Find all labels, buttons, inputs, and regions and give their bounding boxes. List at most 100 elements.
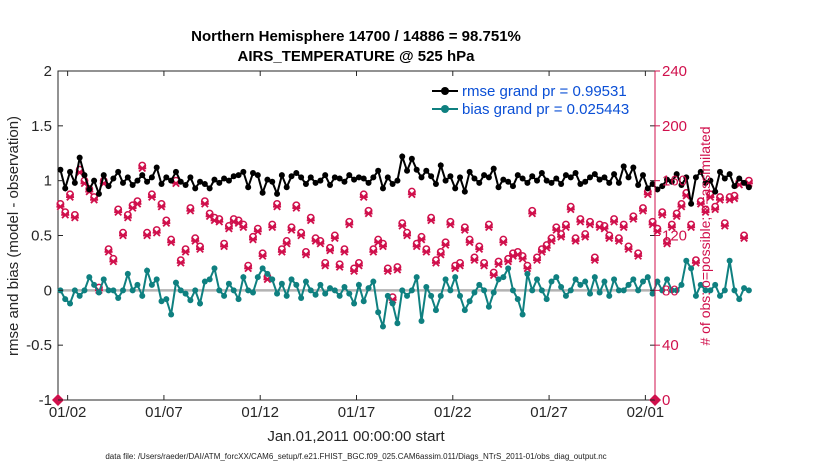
rmse-point [514, 172, 521, 179]
bias-point [615, 287, 622, 294]
bias-point [639, 278, 646, 285]
obs-assimilated-marker [711, 205, 720, 214]
obs-assimilated-marker [369, 248, 378, 256]
rmse-point [230, 173, 237, 180]
rmse-point [490, 165, 497, 172]
rmse-point [529, 173, 536, 180]
rmse-point [360, 175, 367, 182]
y-tick-label-right: 160 [662, 173, 687, 190]
bias-point [692, 292, 699, 299]
rmse-point [293, 169, 300, 176]
obs-assimilated-marker [499, 238, 508, 247]
rmse-point [86, 186, 93, 193]
obs-assimilated-marker [552, 226, 561, 234]
bias-point [115, 295, 122, 302]
bias-point [447, 287, 454, 294]
bias-point [664, 276, 671, 283]
rmse-point [269, 178, 276, 185]
bias-point [346, 290, 353, 297]
bias-point [606, 292, 613, 299]
rmse-point [562, 172, 569, 179]
axis-layer: -1 -0.5 0 0.5 1 1.5 2 0 40 80 120 160 200 240 01/02 01/… [26, 63, 687, 421]
rmse-point [95, 190, 102, 197]
bias-point [404, 292, 411, 299]
bias-point [91, 281, 98, 288]
rmse-point [500, 176, 507, 183]
bias-point [245, 287, 252, 294]
bias-point [534, 276, 541, 283]
bias-point [519, 311, 526, 318]
bias-point [476, 281, 483, 288]
bias-point [192, 287, 199, 294]
obs-assimilated-marker [528, 209, 537, 218]
legend-bias-label: bias grand pr = 0.025443 [462, 101, 629, 118]
rmse-point [201, 180, 208, 187]
obs-assimilated-marker [691, 259, 700, 267]
obs-assimilated-marker [436, 250, 445, 259]
x-axis-label: Jan.01,2011 00:00:00 start [267, 428, 445, 445]
bias-point [452, 274, 459, 281]
rmse-point [355, 174, 362, 181]
bias-point [509, 287, 516, 294]
bias-point [283, 292, 290, 299]
rmse-point [712, 188, 719, 195]
rmse-point [678, 182, 685, 189]
bias-point [288, 276, 295, 283]
rmse-point [442, 177, 449, 184]
bias-point [716, 292, 723, 299]
x-tick-label: 01/27 [530, 404, 568, 421]
obs-assimilated-marker [200, 200, 209, 208]
obs-layer [52, 161, 753, 406]
obs-assimilated-marker [61, 211, 70, 219]
bias-point [307, 287, 314, 294]
obs-assimilated-marker [138, 164, 147, 173]
bias-point [654, 278, 661, 285]
obs-assimilated-marker [258, 252, 267, 260]
obs-assimilated-marker [186, 206, 195, 215]
bias-point [471, 289, 478, 296]
obs-assimilated-marker [590, 256, 599, 265]
rmse-point [644, 185, 651, 192]
bias-point [379, 323, 386, 330]
bias-point [336, 292, 343, 299]
bias-point [216, 287, 223, 294]
obs-assimilated-marker [663, 239, 672, 248]
rmse-point [606, 179, 613, 186]
bias-point [423, 284, 430, 291]
bias-point [514, 296, 521, 303]
bias-point [182, 290, 189, 297]
chart-title-line2: AIRS_TEMPERATURE @ 525 hPa [238, 48, 476, 65]
bias-point [201, 278, 208, 285]
bias-point [254, 274, 261, 281]
bias-point [505, 265, 512, 272]
obs-assimilated-marker [273, 202, 282, 211]
bias-point [697, 281, 704, 288]
rmse-point [457, 174, 464, 181]
obs-assimilated-marker [152, 228, 161, 237]
rmse-point [543, 177, 550, 184]
x-tick-label: 01/22 [434, 404, 472, 421]
obs-assimilated-marker [715, 196, 724, 204]
rmse-point [148, 174, 155, 181]
rmse-point [375, 167, 382, 174]
bias-point [144, 267, 151, 274]
obs-assimilated-marker [566, 205, 575, 214]
bias-point [187, 297, 194, 304]
bias-point [466, 298, 473, 305]
rmse-point [384, 174, 391, 181]
bias-point [736, 296, 743, 303]
x-tick-label: 01/12 [241, 404, 279, 421]
rmse-point [235, 172, 242, 179]
rmse-point [129, 182, 136, 189]
obs-assimilated-marker [557, 233, 566, 241]
bias-point [206, 276, 213, 283]
bias-point [225, 280, 232, 287]
legend: rmse grand pr = 0.99531 bias grand pr = … [428, 80, 650, 124]
obs-assimilated-marker [677, 202, 686, 211]
rmse-point [741, 179, 748, 186]
rmse-point [601, 174, 608, 181]
obs-assimilated-marker [672, 212, 681, 221]
bias-point [562, 292, 569, 299]
rmse-point [620, 163, 627, 170]
y-tick-label-left: -1 [39, 392, 52, 409]
